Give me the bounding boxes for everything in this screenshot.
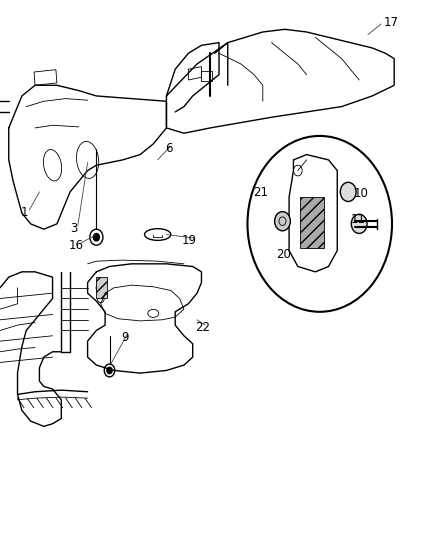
Circle shape	[107, 367, 112, 374]
Circle shape	[275, 212, 290, 231]
Text: 19: 19	[182, 235, 197, 247]
Text: 16: 16	[69, 239, 84, 252]
Text: 10: 10	[354, 187, 369, 200]
Bar	[300, 197, 324, 248]
Bar	[96, 277, 107, 298]
Text: 22: 22	[195, 321, 210, 334]
Circle shape	[351, 214, 367, 233]
Circle shape	[247, 136, 392, 312]
Bar	[34, 70, 57, 85]
Text: 17: 17	[384, 16, 399, 29]
Text: 20: 20	[276, 248, 291, 261]
Circle shape	[340, 182, 356, 201]
Text: 6: 6	[165, 142, 173, 155]
Text: 3: 3	[70, 222, 77, 235]
Text: 21: 21	[253, 187, 268, 199]
Text: 1: 1	[20, 206, 28, 219]
Circle shape	[93, 233, 99, 241]
Text: 11: 11	[351, 213, 366, 226]
Bar	[201, 71, 212, 81]
Text: 9: 9	[121, 331, 129, 344]
